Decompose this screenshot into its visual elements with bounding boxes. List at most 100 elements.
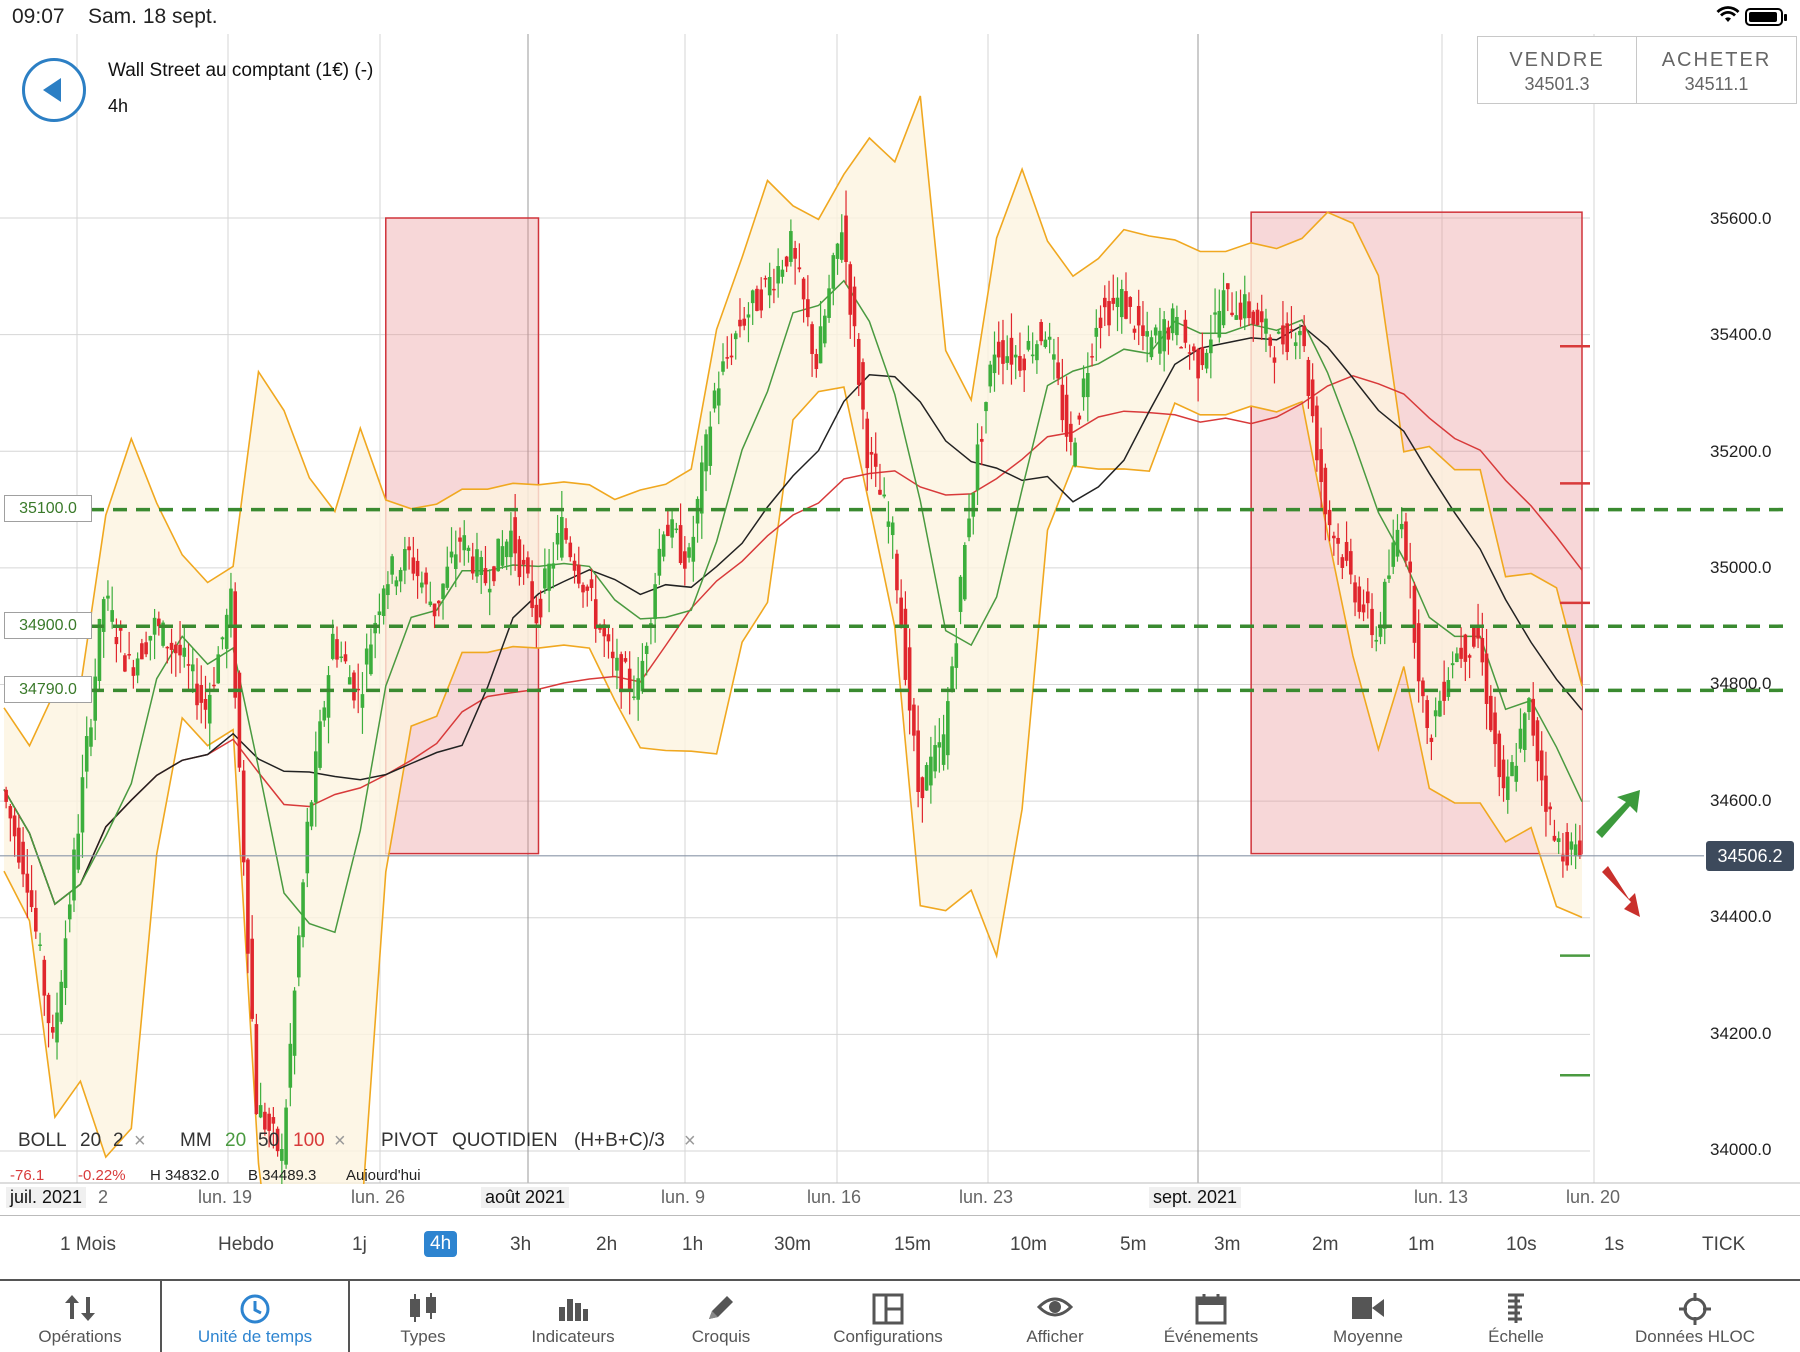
candle-bearish <box>1255 309 1260 326</box>
mm-50: 50 <box>258 1130 280 1151</box>
candle-bullish <box>280 1148 284 1161</box>
candle-bullish <box>313 751 318 803</box>
price-tick: 34800.0 <box>1710 674 1772 693</box>
tab-indicateurs[interactable]: Indicateurs <box>498 1281 648 1352</box>
candle-bearish <box>1064 394 1069 437</box>
candle-bearish <box>169 642 174 650</box>
tab-types[interactable]: Types <box>348 1281 498 1352</box>
candle-bullish <box>543 568 547 589</box>
candle-bullish <box>1217 310 1222 338</box>
candle-bullish <box>224 614 229 649</box>
candle-bearish <box>1404 521 1408 561</box>
timeframe-30m[interactable]: 30m <box>774 1234 811 1255</box>
timeframe-1j[interactable]: 1j <box>352 1234 367 1255</box>
candle-bearish <box>46 994 51 1024</box>
timeframe-tick[interactable]: TICK <box>1702 1234 1746 1255</box>
tab-moyenne[interactable]: Moyenne <box>1294 1281 1442 1352</box>
remove-pivot-icon[interactable]: × <box>684 1130 696 1152</box>
candle-bearish <box>1001 340 1005 364</box>
pivot-name[interactable]: PIVOT <box>381 1130 439 1151</box>
candle-bullish <box>1527 698 1531 713</box>
candle-bullish <box>954 643 959 668</box>
candle-bearish <box>619 654 624 693</box>
timeframe-15m[interactable]: 15m <box>894 1234 931 1255</box>
remove-mm-icon[interactable]: × <box>334 1130 346 1152</box>
candle-bearish <box>627 668 632 691</box>
candle-bullish <box>831 255 836 289</box>
candle-bullish <box>1170 308 1175 334</box>
arrows-icon <box>65 1295 95 1321</box>
candle-bearish <box>131 667 136 676</box>
candle-bearish <box>1238 302 1243 320</box>
remove-boll-icon[interactable]: × <box>134 1130 146 1152</box>
candle-bearish <box>1459 647 1463 659</box>
candle-bearish <box>996 341 1001 358</box>
timeframe-3m[interactable]: 3m <box>1214 1234 1241 1255</box>
price-chart[interactable] <box>0 34 1800 1184</box>
timeframe-10m[interactable]: 10m <box>1010 1234 1047 1255</box>
candle-bullish <box>699 462 704 514</box>
candle-bearish <box>157 618 161 627</box>
candle-bearish <box>606 634 611 642</box>
candle-bearish <box>263 1111 267 1130</box>
candle-bearish <box>530 581 534 609</box>
tab-donnees-hloc[interactable]: Données HLOC <box>1590 1281 1800 1352</box>
tab-echelle[interactable]: Échelle <box>1442 1281 1590 1352</box>
candle-bullish <box>882 494 887 497</box>
candle-bearish <box>1107 301 1111 326</box>
tab-configurations[interactable]: Configurations <box>794 1281 982 1352</box>
level-label-34900[interactable]: 34900.0 <box>4 612 92 639</box>
candle-bullish <box>984 402 988 412</box>
sell-button[interactable]: VENDRE 34501.3 <box>1477 36 1637 104</box>
candle-bullish <box>288 1043 293 1088</box>
candle-bearish <box>610 651 615 659</box>
timeframe-5m[interactable]: 5m <box>1120 1234 1147 1255</box>
timeframe-3h[interactable]: 3h <box>510 1234 532 1255</box>
candle-bullish <box>1081 378 1086 398</box>
buy-button[interactable]: ACHETER 34511.1 <box>1637 36 1797 104</box>
candle-bearish <box>233 591 237 698</box>
tab-unite-de-temps[interactable]: Unité de temps <box>160 1281 350 1352</box>
level-label-34790[interactable]: 34790.0 <box>4 676 92 703</box>
date-label: lun. 9 <box>661 1187 706 1207</box>
candle-bearish <box>865 418 870 469</box>
candle-bullish <box>305 821 310 874</box>
candle-bullish <box>76 833 81 870</box>
back-button[interactable] <box>22 58 86 122</box>
timeframe-1h[interactable]: 1h <box>682 1234 704 1255</box>
timeframe-1s[interactable]: 1s <box>1604 1234 1625 1255</box>
tab-croquis[interactable]: Croquis <box>648 1281 794 1352</box>
candle-bullish <box>55 1012 59 1043</box>
tab-operations[interactable]: Opérations <box>0 1281 160 1352</box>
candle-bearish <box>916 730 920 793</box>
tab-afficher[interactable]: Afficher <box>982 1281 1128 1352</box>
candle-bearish <box>1141 325 1145 336</box>
candle-bearish <box>1531 698 1536 736</box>
price-tick: 35200.0 <box>1710 442 1772 461</box>
level-label-35100[interactable]: 35100.0 <box>4 495 92 522</box>
candle-bullish <box>330 633 335 659</box>
timeframe-4h[interactable]: 4h <box>424 1231 458 1257</box>
candle-bearish <box>513 517 517 554</box>
candle-bearish <box>1472 627 1476 647</box>
boll-name[interactable]: BOLL <box>18 1130 67 1151</box>
timeframe-10s[interactable]: 10s <box>1506 1234 1537 1255</box>
candle-bearish <box>8 806 13 819</box>
tab-evenements[interactable]: Événements <box>1128 1281 1294 1352</box>
timeframe-hebdo[interactable]: Hebdo <box>218 1234 274 1255</box>
candle-bullish <box>1573 844 1578 857</box>
timeframe-1-mois[interactable]: 1 Mois <box>60 1234 116 1255</box>
info-change: -76.1 <box>10 1167 45 1181</box>
candle-bullish <box>89 727 93 747</box>
candle-bearish <box>12 815 17 837</box>
mm-name[interactable]: MM <box>180 1130 212 1151</box>
candle-bearish <box>1166 327 1171 340</box>
candle-bullish <box>420 582 424 588</box>
timeframe-1m[interactable]: 1m <box>1408 1234 1435 1255</box>
candle-bullish <box>1013 354 1018 358</box>
candle-bullish <box>941 734 946 765</box>
candle-bearish <box>564 528 568 540</box>
timeframe-2h[interactable]: 2h <box>596 1234 618 1255</box>
timeframe-2m[interactable]: 2m <box>1312 1234 1339 1255</box>
candle-bearish <box>602 624 607 637</box>
